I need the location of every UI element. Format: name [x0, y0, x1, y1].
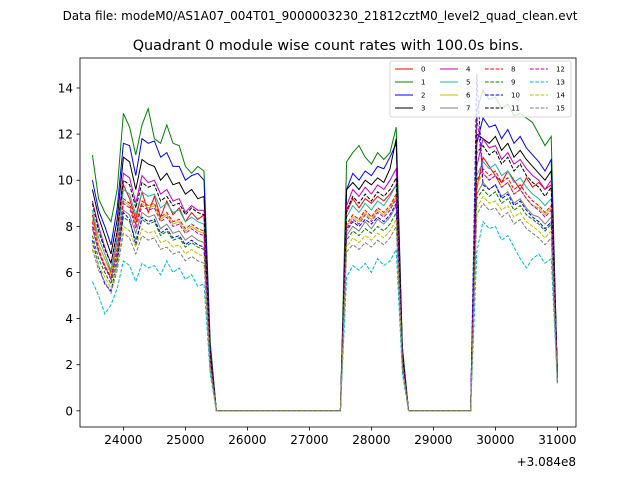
legend-label-14: 14	[556, 92, 565, 100]
x-axis: 24000 25000 26000 27000 28000 29000 30000 31000	[104, 427, 576, 447]
chart-title: Quadrant 0 module wise count rates with …	[133, 38, 524, 54]
x-tick-label: 30000	[476, 433, 514, 447]
x-tick-label: 24000	[104, 433, 142, 447]
legend-label-8: 8	[511, 66, 515, 74]
y-tick-label: 14	[58, 81, 73, 95]
series-line-7	[91, 181, 558, 412]
x-tick-label: 29000	[414, 433, 452, 447]
series-line-5	[91, 160, 558, 412]
series-line-14	[91, 195, 558, 412]
legend-label-5: 5	[466, 79, 470, 87]
legend-label-13: 13	[556, 79, 565, 87]
legend-label-2: 2	[421, 92, 425, 100]
y-tick-label: 2	[65, 358, 73, 372]
series-line-11	[91, 144, 558, 412]
y-tick-label: 0	[65, 404, 73, 418]
series-line-13	[91, 220, 558, 412]
series-line-3	[91, 133, 558, 412]
x-tick-label: 28000	[352, 433, 390, 447]
data-file-suptitle: Data file: modeM0/AS1A07_004T01_90000032…	[63, 9, 578, 23]
series-line-12	[91, 115, 558, 412]
legend-label-6: 6	[466, 92, 471, 100]
series-line-15	[91, 202, 558, 412]
legend-label-7: 7	[466, 105, 470, 113]
y-axis: 0 2 4 6 8 10 12 14	[58, 81, 80, 418]
legend-label-4: 4	[466, 66, 471, 74]
y-tick-label: 4	[65, 312, 73, 326]
legend-label-10: 10	[511, 92, 520, 100]
series-line-2	[91, 116, 558, 412]
y-tick-label: 8	[65, 220, 73, 234]
legend-box	[389, 60, 572, 118]
legend-label-1: 1	[421, 79, 425, 87]
series-line-4	[91, 137, 558, 412]
legend-label-9: 9	[511, 79, 515, 87]
legend-label-12: 12	[556, 66, 565, 74]
series-line-0	[91, 155, 558, 412]
legend-label-3: 3	[421, 105, 425, 113]
y-tick-label: 12	[58, 128, 73, 142]
x-axis-offset-label: +3.084e8	[517, 455, 576, 469]
x-tick-label: 25000	[166, 433, 204, 447]
series-line-9	[91, 188, 558, 412]
series-line-8	[91, 167, 558, 412]
plot-area	[80, 58, 576, 427]
x-tick-label: 26000	[228, 433, 266, 447]
legend-label-15: 15	[556, 105, 565, 113]
y-tick-label: 6	[65, 266, 73, 280]
series-line-10	[91, 74, 558, 412]
plot-frame	[79, 57, 577, 428]
legend-label-0: 0	[421, 66, 425, 74]
legend-label-11: 11	[511, 105, 520, 113]
series-layer	[91, 74, 558, 412]
x-tick-label: 27000	[290, 433, 328, 447]
x-tick-label: 31000	[538, 433, 576, 447]
y-tick-label: 10	[58, 174, 73, 188]
